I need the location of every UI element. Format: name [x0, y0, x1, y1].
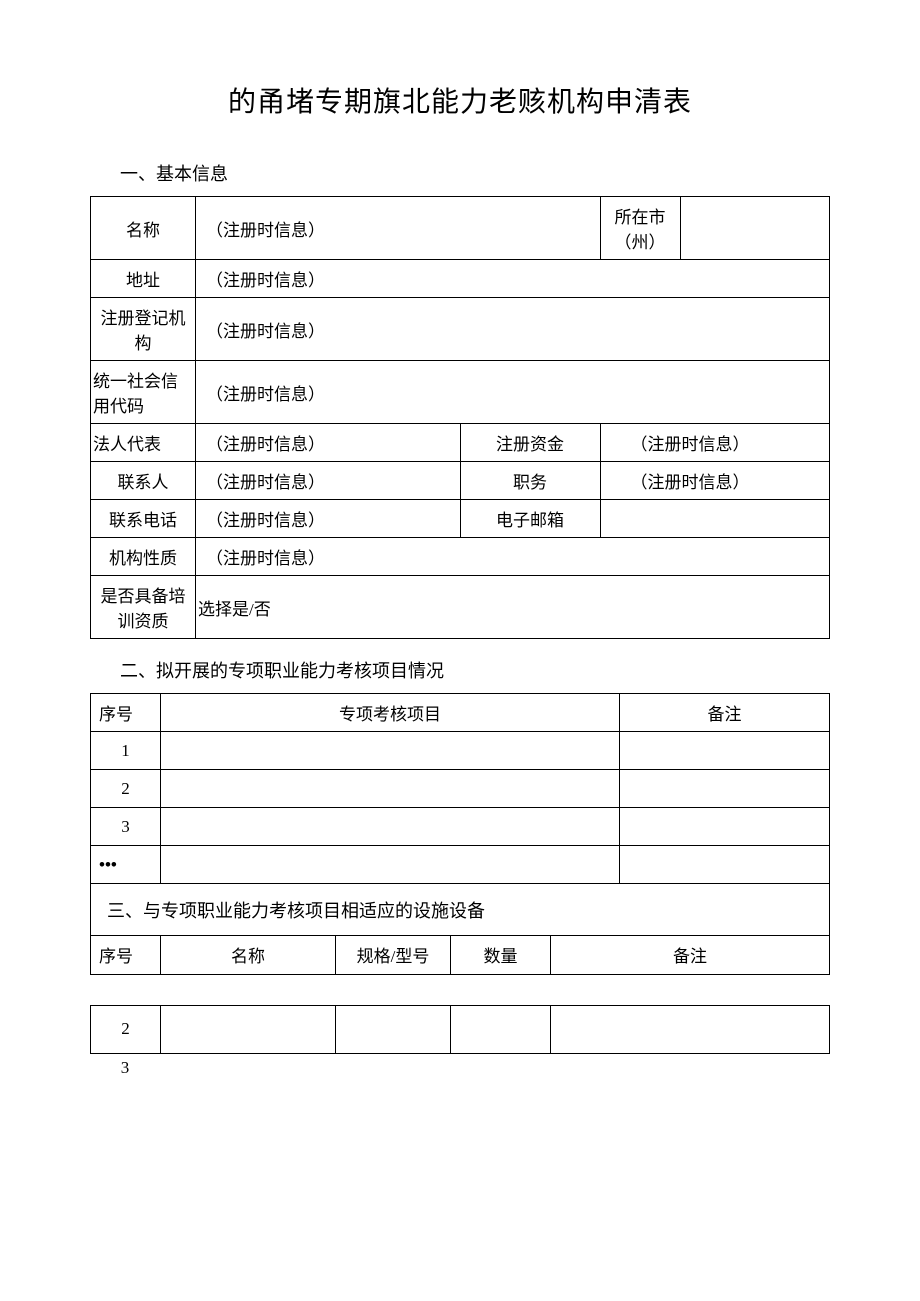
proj-2 — [161, 770, 620, 808]
eq-seq-2: 2 — [91, 1005, 161, 1053]
section2-heading: 二、拟开展的专项职业能力考核项目情况 — [120, 657, 830, 683]
section3-heading: 三、与专项职业能力考核项目相适应的设施设备 — [91, 884, 830, 936]
city-label: 所在市（州） — [600, 197, 680, 260]
basic-info-table: 名称 （注册时信息） 所在市（州） 地址 （注册时信息） 注册登记机构 （注册时… — [90, 196, 830, 639]
remark-more — [620, 846, 830, 884]
position-label: 职务 — [460, 462, 600, 500]
equipment-row-table: 2 — [90, 1005, 830, 1054]
reg-org-value: （注册时信息） — [196, 298, 830, 361]
qualif-value: 选择是/否 — [196, 576, 830, 639]
eq-spec-header: 规格/型号 — [336, 936, 451, 974]
eq-qty-header: 数量 — [451, 936, 551, 974]
email-value — [600, 500, 830, 538]
address-value: （注册时信息） — [196, 260, 830, 298]
seq-header: 序号 — [91, 694, 161, 732]
qualif-label: 是否具备培训资质 — [91, 576, 196, 639]
phone-label: 联系电话 — [91, 500, 196, 538]
legal-value: （注册时信息） — [196, 424, 461, 462]
seq-3: 3 — [91, 808, 161, 846]
section1-heading: 一、基本信息 — [120, 160, 830, 186]
legal-label: 法人代表 — [91, 424, 196, 462]
eq-seq-header: 序号 — [91, 936, 161, 974]
nature-value: （注册时信息） — [196, 538, 830, 576]
credit-label: 统一社会信用代码 — [91, 361, 196, 424]
proj-more — [161, 846, 620, 884]
eq-name-header: 名称 — [161, 936, 336, 974]
eq-spec-2 — [336, 1005, 451, 1053]
contact-value: （注册时信息） — [196, 462, 461, 500]
credit-value: （注册时信息） — [196, 361, 830, 424]
position-value: （注册时信息） — [600, 462, 830, 500]
project-table: 序号 专项考核项目 备注 1 2 3 ••• 三、与专项职业能力考核项目相适应的… — [90, 693, 830, 936]
reg-org-label: 注册登记机构 — [91, 298, 196, 361]
seq-1: 1 — [91, 732, 161, 770]
name-label: 名称 — [91, 197, 196, 260]
equipment-header-table: 序号 名称 规格/型号 数量 备注 — [90, 936, 830, 975]
contact-label: 联系人 — [91, 462, 196, 500]
proj-1 — [161, 732, 620, 770]
eq-remark-header: 备注 — [551, 936, 830, 974]
page-title: 的甬堵专期旗北能力老赅机构申清表 — [90, 80, 830, 120]
name-value: （注册时信息） — [196, 197, 601, 260]
capital-value: （注册时信息） — [600, 424, 830, 462]
eq-remark-2 — [551, 1005, 830, 1053]
proj-3 — [161, 808, 620, 846]
email-label: 电子邮箱 — [460, 500, 600, 538]
project-header: 专项考核项目 — [161, 694, 620, 732]
city-value — [680, 197, 830, 260]
seq-2: 2 — [91, 770, 161, 808]
eq-seq-3: 3 — [90, 1054, 160, 1082]
remark-3 — [620, 808, 830, 846]
nature-label: 机构性质 — [91, 538, 196, 576]
remark-1 — [620, 732, 830, 770]
phone-value: （注册时信息） — [196, 500, 461, 538]
seq-more: ••• — [91, 846, 161, 884]
eq-name-2 — [161, 1005, 336, 1053]
remark-2 — [620, 770, 830, 808]
remark-header: 备注 — [620, 694, 830, 732]
eq-qty-2 — [451, 1005, 551, 1053]
capital-label: 注册资金 — [460, 424, 600, 462]
address-label: 地址 — [91, 260, 196, 298]
